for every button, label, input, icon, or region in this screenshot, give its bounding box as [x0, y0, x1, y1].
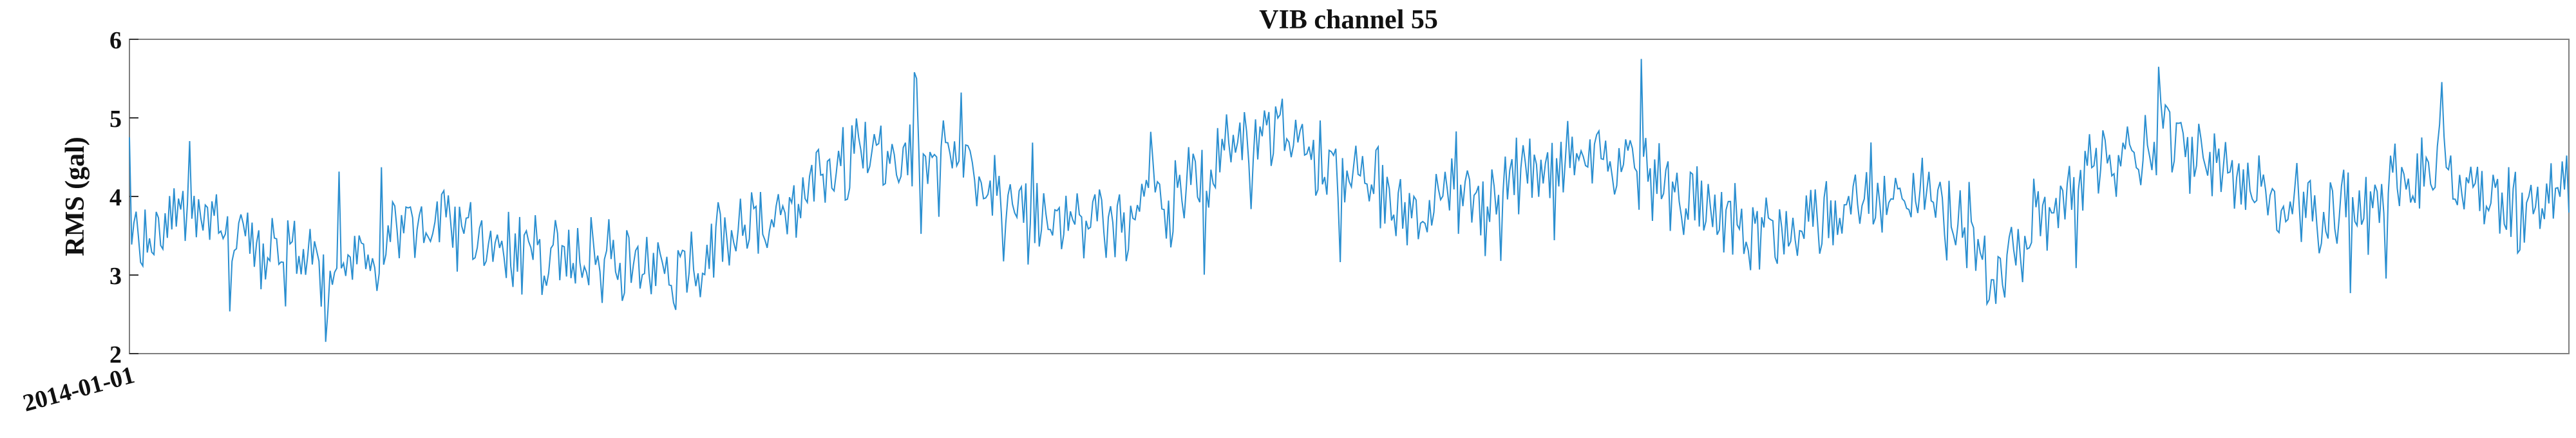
plot-border	[129, 39, 2570, 354]
y-tick-label: 4	[109, 184, 122, 211]
chart-title: VIB channel 55	[1259, 5, 1438, 35]
y-tick-label: 2	[109, 341, 122, 368]
y-tick-label: 6	[109, 27, 122, 54]
x-tick-label: 2014-01-01	[20, 361, 137, 417]
plot-frame	[129, 39, 2570, 354]
y-tick-label: 5	[109, 106, 122, 133]
series-layer	[129, 59, 2570, 342]
y-axis-label: RMS (gal)	[61, 137, 90, 256]
x-axis: 2014-01-01	[20, 361, 137, 417]
series-line	[129, 59, 2570, 342]
y-axis: 2 3 4 5 6	[109, 27, 138, 368]
y-tick-label: 3	[109, 263, 122, 290]
